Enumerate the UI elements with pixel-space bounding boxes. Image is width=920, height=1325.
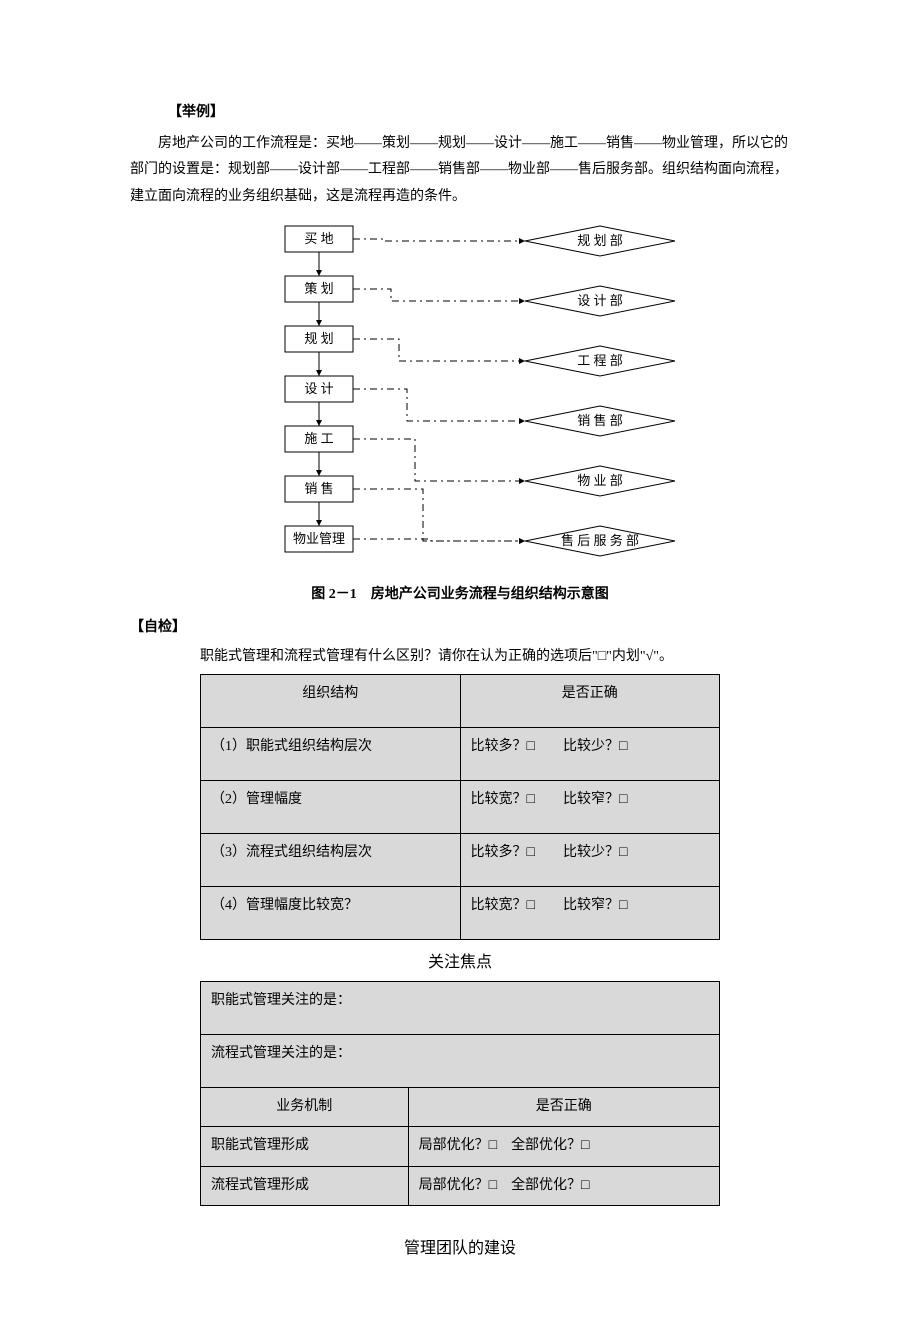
t1-r2-label: （2）管理幅度 [201,781,461,834]
flowchart-figure: 买 地策 划规 划设 计施 工销 售物业管理 规 划 部设 计 部工 程 部销 售… [245,218,675,578]
t2-header-col2: 是否正确 [408,1087,719,1127]
selfcheck-table-1: 组织结构 是否正确 （1）职能式组织结构层次 比较多？□ 比较少？□ （2）管理… [200,674,720,940]
table-row: （4）管理幅度比较宽？ 比较宽？□ 比较窄？□ [201,887,720,940]
svg-text:规 划 部: 规 划 部 [577,233,623,248]
t1-r2-opts: 比较宽？□ 比较窄？□ [460,781,720,834]
t2-fullrow-1: 职能式管理关注的是： [201,981,720,1034]
svg-text:销 售 部: 销 售 部 [577,413,623,428]
svg-text:销 售: 销 售 [304,481,333,496]
svg-text:工 程 部: 工 程 部 [577,353,623,368]
svg-text:设 计 部: 设 计 部 [577,293,623,308]
final-section-title: 管理团队的建设 [130,1234,790,1264]
table-row: 流程式管理形成 局部优化？□ 全部优化？□ [201,1166,720,1206]
t2-header-col1: 业务机制 [201,1087,409,1127]
table-row: （1）职能式组织结构层次 比较多？□ 比较少？□ [201,728,720,781]
svg-text:物业管理: 物业管理 [293,531,345,546]
figure-caption: 图 2－1 房地产公司业务流程与组织结构示意图 [130,582,790,609]
t1-r3-opts: 比较多？□ 比较少？□ [460,834,720,887]
t2-fullrow-2: 流程式管理关注的是： [201,1034,720,1087]
t2-r1-label: 职能式管理形成 [201,1127,409,1167]
t1-r1-label: （1）职能式组织结构层次 [201,728,461,781]
example-paragraph: 房地产公司的工作流程是：买地——策划——规划——设计——施工——销售——物业管理… [130,131,790,211]
svg-text:规 划: 规 划 [304,331,333,346]
svg-text:设 计: 设 计 [304,381,333,396]
t1-r1-opts: 比较多？□ 比较少？□ [460,728,720,781]
t2-r2-opts: 局部优化？□ 全部优化？□ [408,1166,719,1206]
t1-header-col1: 组织结构 [201,675,461,728]
focus-title: 关注焦点 [130,948,790,978]
t1-r3-label: （3）流程式组织结构层次 [201,834,461,887]
t1-header-col2: 是否正确 [460,675,720,728]
svg-text:施 工: 施 工 [304,431,333,446]
selfcheck-question: 职能式管理和流程式管理有什么区别？请你在认为正确的选项后"□"内划"√"。 [200,644,790,671]
t2-r2-label: 流程式管理形成 [201,1166,409,1206]
t2-r1-opts: 局部优化？□ 全部优化？□ [408,1127,719,1167]
table-row: （3）流程式组织结构层次 比较多？□ 比较少？□ [201,834,720,887]
svg-text:物 业 部: 物 业 部 [577,473,623,488]
selfcheck-heading: 【自检】 [130,615,790,642]
selfcheck-table-2: 职能式管理关注的是： 流程式管理关注的是： 业务机制 是否正确 职能式管理形成 … [200,981,720,1207]
svg-text:策 划: 策 划 [304,281,333,296]
t1-r4-label: （4）管理幅度比较宽？ [201,887,461,940]
svg-text:售 后 服 务 部: 售 后 服 务 部 [561,533,639,548]
example-heading: 【举例】 [168,100,790,127]
table-row: （2）管理幅度 比较宽？□ 比较窄？□ [201,781,720,834]
t1-r4-opts: 比较宽？□ 比较窄？□ [460,887,720,940]
table-row: 职能式管理形成 局部优化？□ 全部优化？□ [201,1127,720,1167]
svg-text:买 地: 买 地 [304,231,333,246]
